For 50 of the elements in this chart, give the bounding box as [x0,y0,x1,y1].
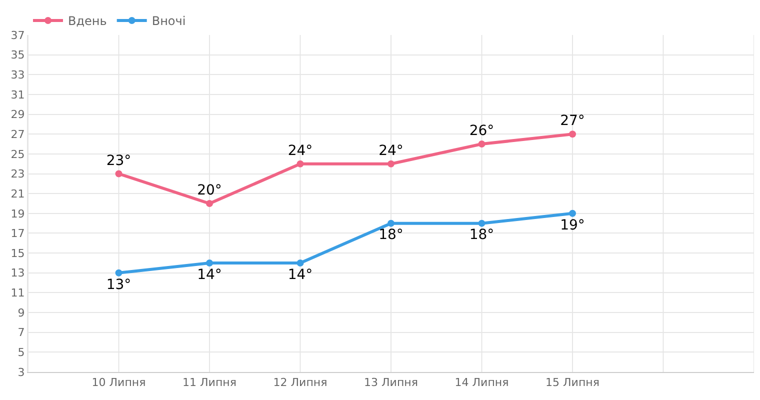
y-tick-label: 33 [10,68,25,82]
data-label: 18° [378,227,404,244]
point [569,130,576,138]
y-tick-label: 37 [10,28,25,42]
point [478,140,486,148]
data-label: 18° [469,227,494,244]
y-tick-label: 7 [18,326,25,340]
x-tick-label: 13 Липня [364,376,418,390]
y-tick-label: 13 [10,266,25,280]
point [206,200,213,207]
data-label: 19° [560,217,585,234]
legend-label: Вночі [152,14,186,28]
point [296,259,304,266]
data-label: 27° [560,113,585,130]
y-tick-label: 5 [18,346,25,360]
y-tick-label: 35 [10,48,25,62]
x-tick-label: 12 Липня [273,376,328,390]
data-label: 14° [197,266,222,283]
data-label: 26° [469,123,494,140]
point [388,160,394,168]
x-tick-label: 14 Липня [454,376,509,390]
data-label: 24° [378,142,404,159]
point [569,210,576,217]
y-tick-label: 25 [10,148,25,161]
y-tick-label: 27 [10,128,25,141]
legend-label: Вдень [68,14,107,28]
data-label: 14° [288,266,313,283]
y-tick-label: 19 [10,207,25,220]
y-tick-label: 31 [10,88,25,102]
data-label: 13° [106,276,132,293]
y-tick-label: 29 [10,108,25,122]
point [388,220,394,227]
x-tick-label: 15 Липня [546,376,600,390]
y-tick-label: 9 [18,306,25,320]
data-label: 24° [288,142,313,159]
x-tick-label: 11 Липня [182,376,236,390]
y-tick-label: 21 [10,187,25,200]
point [296,160,304,168]
point [206,259,213,266]
data-label: 23° [106,152,132,169]
data-label: 20° [197,182,222,199]
y-tick-label: 3 [18,366,25,379]
point [478,220,486,227]
y-tick-label: 17 [10,227,25,240]
y-tick-label: 15 [10,246,25,260]
point [115,170,122,178]
x-tick-label: 10 Липня [92,376,146,390]
y-tick-label: 23 [10,168,25,181]
point [115,269,122,276]
y-tick-label: 11 [10,286,25,300]
